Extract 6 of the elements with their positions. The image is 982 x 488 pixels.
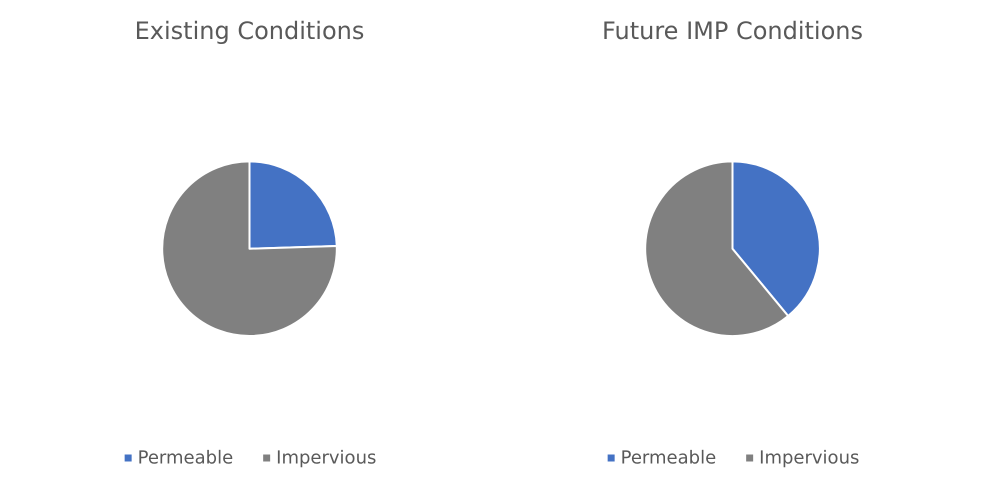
legend-label: Impervious — [276, 448, 376, 468]
legend-label: Permeable — [620, 448, 716, 468]
chart-title: Future IMP Conditions — [602, 17, 863, 45]
legend-label: Permeable — [138, 448, 234, 468]
chart-title: Existing Conditions — [134, 17, 364, 45]
legend-label: Impervious — [759, 448, 860, 468]
